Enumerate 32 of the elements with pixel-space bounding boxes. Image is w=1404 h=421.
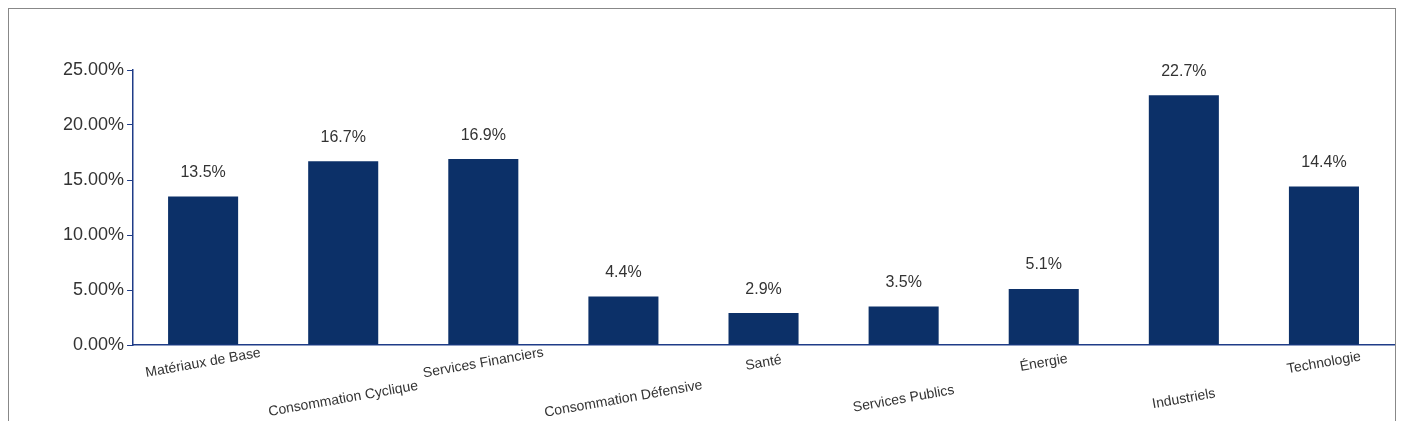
x-tick-label: Matériaux de Base — [144, 343, 262, 380]
data-label: 16.7% — [320, 127, 366, 145]
y-tick-label: 20.00% — [62, 113, 125, 134]
bar — [308, 161, 379, 345]
data-label: 5.1% — [1025, 255, 1062, 273]
x-tick-label: Technologie — [1285, 347, 1363, 377]
x-tick-label: Services Financiers — [421, 343, 545, 381]
bar — [1008, 288, 1079, 345]
data-label: 14.4% — [1301, 153, 1347, 171]
y-tick-label: 15.00% — [62, 168, 125, 189]
data-label: 4.4% — [605, 263, 642, 281]
y-tick-label: 0.00% — [73, 333, 125, 354]
x-tick-label: Énergie — [1018, 349, 1069, 374]
x-tick-label: Industriels — [1150, 384, 1217, 412]
bar — [868, 306, 939, 345]
bar — [1288, 186, 1359, 345]
x-tick-label: Consommation Défensive — [542, 376, 704, 420]
bar — [1148, 95, 1219, 345]
bar — [448, 159, 519, 345]
data-label: 16.9% — [460, 125, 506, 143]
data-label: 22.7% — [1161, 61, 1207, 79]
data-label: 13.5% — [180, 162, 226, 180]
data-label: 3.5% — [885, 272, 922, 290]
y-tick-label: 25.00% — [62, 58, 125, 79]
x-tick-label: Santé — [743, 350, 783, 373]
x-tick-label: Services Publics — [851, 381, 956, 415]
data-label: 2.9% — [745, 279, 782, 297]
y-tick-label: 5.00% — [73, 278, 125, 299]
bar — [728, 313, 799, 345]
bar — [588, 296, 659, 345]
bar — [168, 196, 239, 345]
y-tick-label: 10.00% — [62, 223, 125, 244]
